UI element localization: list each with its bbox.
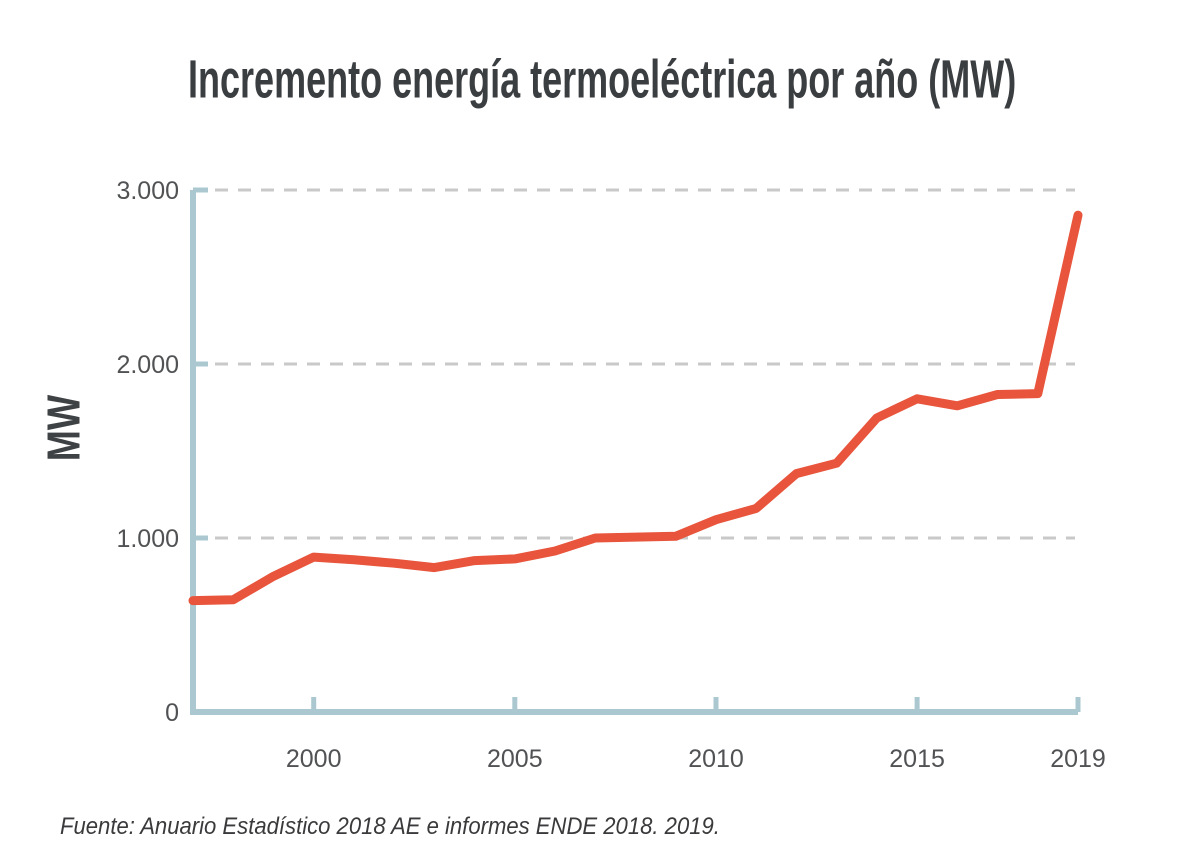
x-tick-label-2005: 2005 <box>487 745 543 773</box>
x-tick-label-2019: 2019 <box>1050 745 1106 773</box>
x-tick-label-2000: 2000 <box>286 745 342 773</box>
y-tick-label-1000: 1.000 <box>116 525 179 553</box>
source-caption: Fuente: Anuario Estadístico 2018 AE e in… <box>60 813 720 840</box>
data-line-Incremento energía termoeléctrica (MW) <box>188 210 1083 606</box>
chart-title-text: Incremento energía termoeléctrica por añ… <box>187 48 1017 110</box>
x-tick-label-2010: 2010 <box>688 745 744 773</box>
y-tick-label-0: 0 <box>165 699 179 727</box>
y-tick-label-3000: 3.000 <box>116 177 179 205</box>
y-tick-label-2000: 2.000 <box>116 351 179 379</box>
x-tick-label-2015: 2015 <box>889 745 945 773</box>
axes <box>190 190 1078 715</box>
chart-title: Incremento energía termoeléctrica por añ… <box>0 48 1204 110</box>
